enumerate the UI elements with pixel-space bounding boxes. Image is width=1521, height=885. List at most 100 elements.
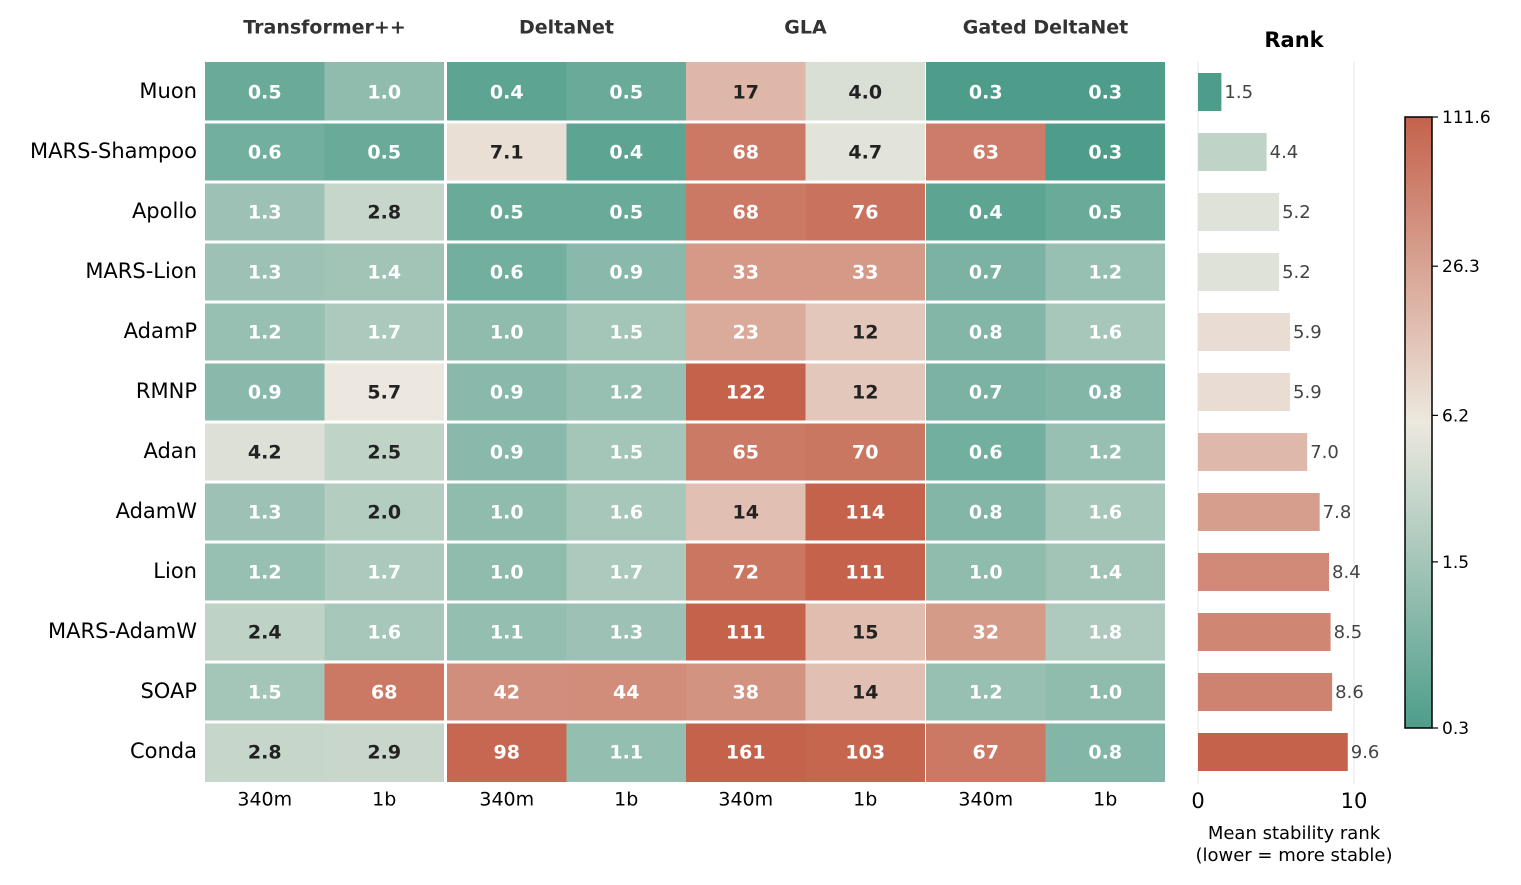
heatmap-cell <box>447 542 567 602</box>
cell-value: 76 <box>852 202 878 224</box>
heatmap-cell <box>926 542 1046 602</box>
heatmap-cell <box>447 602 567 662</box>
cell-value: 1.3 <box>248 502 282 524</box>
heatmap-cell <box>1045 662 1165 722</box>
cell-value: 1.7 <box>367 562 401 584</box>
heatmap-cell <box>324 182 444 242</box>
cell-value: 0.6 <box>490 262 524 284</box>
heatmap-cell <box>686 122 806 182</box>
cell-value: 67 <box>973 742 999 764</box>
heatmap-cell <box>686 482 806 542</box>
cell-value: 68 <box>733 202 759 224</box>
heatmap-cell <box>1045 182 1165 242</box>
heatmap-cell <box>205 62 325 122</box>
heatmap-cell <box>686 542 806 602</box>
cell-value: 44 <box>613 682 639 704</box>
colorbar-tick-label: 6.2 <box>1442 406 1469 426</box>
cell-value: 1.4 <box>367 262 401 284</box>
row-label-adamw: AdamW <box>116 499 198 523</box>
cell-value: 0.4 <box>490 82 524 104</box>
cell-value: 32 <box>973 622 999 644</box>
heatmap-cell <box>447 662 567 722</box>
cell-value: 0.4 <box>609 142 643 164</box>
heatmap-cell <box>805 182 925 242</box>
cell-value: 42 <box>494 682 520 704</box>
column-label-1b: 1b <box>372 789 396 811</box>
heatmap-cell <box>205 122 325 182</box>
cell-value: 0.9 <box>490 382 524 404</box>
row-label-adamp: AdamP <box>124 319 197 343</box>
cell-value: 1.0 <box>490 322 524 344</box>
heatmap-cell <box>566 362 686 422</box>
cell-value: 0.8 <box>1088 742 1122 764</box>
cell-value: 1.5 <box>248 682 282 704</box>
rank-bar-chart: Rank 1.5 4.4 5.2 5.2 5.9 5.9 7.0 7.8 8.4 8.5 8.6 9.6… <box>1191 28 1392 866</box>
cell-value: 4.0 <box>848 82 882 104</box>
rank-x-label: (lower = more stable) <box>1195 845 1392 866</box>
heatmap-cell <box>686 182 806 242</box>
heatmap-cell <box>324 122 444 182</box>
heatmap-cell <box>566 542 686 602</box>
cell-value: 0.9 <box>609 262 643 284</box>
cell-value: 33 <box>852 262 878 284</box>
row-label-soap: SOAP <box>140 679 197 703</box>
rank-x-label: Mean stability rank <box>1208 823 1381 844</box>
colorbar-tick-label: 1.5 <box>1442 553 1469 573</box>
rank-bar <box>1198 373 1291 411</box>
row-label-conda: Conda <box>130 739 197 763</box>
cell-value: 0.5 <box>367 142 401 164</box>
cell-value: 1.8 <box>1088 622 1122 644</box>
column-label-1b: 1b <box>614 789 638 811</box>
cell-value: 0.5 <box>609 202 643 224</box>
cell-value: 1.2 <box>969 682 1003 704</box>
cell-value: 2.0 <box>367 502 401 524</box>
cell-value: 4.2 <box>248 442 282 464</box>
rank-value-label: 5.9 <box>1293 382 1322 403</box>
cell-value: 1.3 <box>248 202 282 224</box>
rank-value-label: 5.2 <box>1282 202 1311 223</box>
cell-value: 0.6 <box>248 142 282 164</box>
cell-value: 1.6 <box>609 502 643 524</box>
heatmap-cell <box>205 602 325 662</box>
cell-value: 1.2 <box>1088 442 1122 464</box>
cell-value: 0.4 <box>969 202 1003 224</box>
cell-value: 68 <box>371 682 397 704</box>
rank-bar <box>1198 433 1308 471</box>
rank-value-label: 9.6 <box>1351 742 1380 763</box>
cell-value: 1.0 <box>1088 682 1122 704</box>
rank-value-label: 8.5 <box>1334 622 1363 643</box>
row-label-mars-shampoo: MARS-Shampoo <box>30 139 197 163</box>
rank-bar <box>1198 73 1222 111</box>
cell-value: 33 <box>733 262 759 284</box>
cell-value: 2.4 <box>248 622 282 644</box>
cell-value: 1.0 <box>490 502 524 524</box>
cell-value: 0.5 <box>490 202 524 224</box>
heatmap-cell <box>566 482 686 542</box>
heatmap-cell <box>324 662 444 722</box>
cell-value: 12 <box>852 322 878 344</box>
heatmap-cell <box>926 722 1046 782</box>
cell-value: 4.7 <box>848 142 882 164</box>
row-label-mars-lion: MARS-Lion <box>85 259 197 283</box>
heatmap-cell <box>926 422 1046 482</box>
heatmap-cell <box>1045 362 1165 422</box>
rank-value-label: 8.6 <box>1335 682 1364 703</box>
cell-value: 2.9 <box>367 742 401 764</box>
rank-value-label: 5.9 <box>1293 322 1322 343</box>
cell-value: 0.8 <box>969 502 1003 524</box>
cell-value: 68 <box>733 142 759 164</box>
heatmap-cell <box>805 62 925 122</box>
heatmap-cell <box>447 722 567 782</box>
heatmap-cell <box>566 422 686 482</box>
heatmap-cell <box>205 542 325 602</box>
group-title-gated-deltanet: Gated DeltaNet <box>963 17 1129 39</box>
row-label-adan: Adan <box>143 439 197 463</box>
cell-value: 14 <box>733 502 759 524</box>
rank-x-tick: 0 <box>1191 789 1204 813</box>
cell-value: 2.8 <box>248 742 282 764</box>
cell-value: 72 <box>733 562 759 584</box>
heatmap-cell <box>447 242 567 302</box>
heatmap-cell <box>566 182 686 242</box>
rank-bar <box>1198 673 1333 711</box>
heatmap-cell <box>686 722 806 782</box>
